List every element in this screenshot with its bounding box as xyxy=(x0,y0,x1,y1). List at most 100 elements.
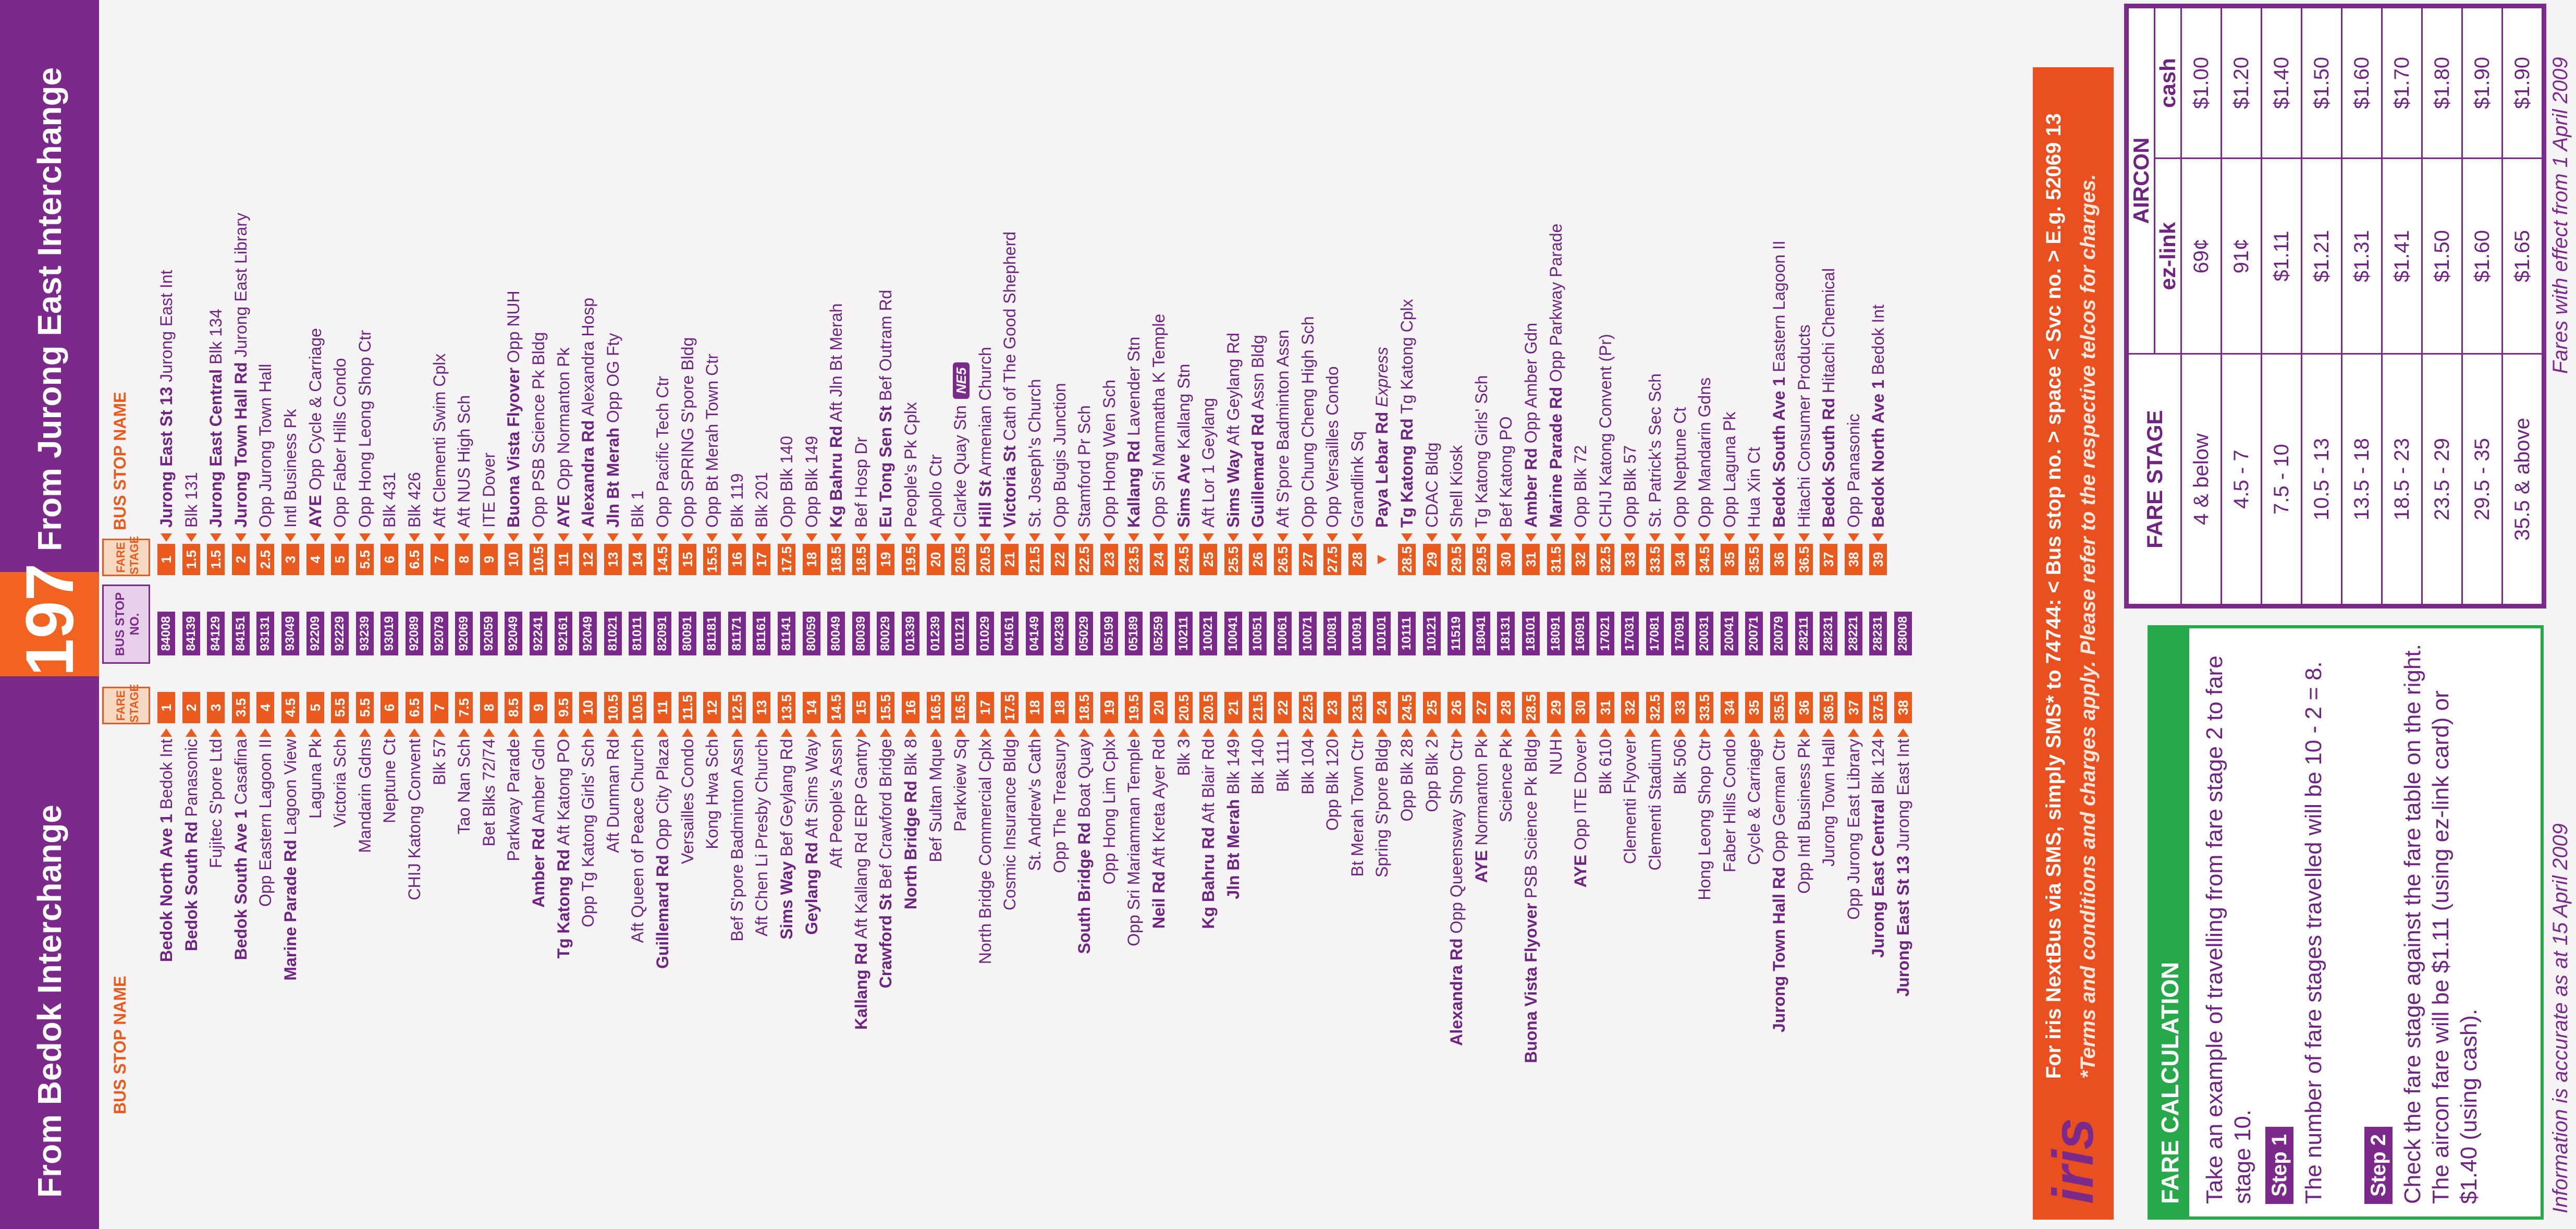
step2-text: Check the fare stage against the fare ta… xyxy=(2400,644,2482,1204)
stop-road: Bef Katong PO xyxy=(1496,416,1516,528)
stop-name: Apollo Ctr xyxy=(926,11,946,528)
right-arrow-icon xyxy=(681,533,693,542)
stop-name: Blk 431 xyxy=(379,11,399,528)
step2-badge: Step 2 xyxy=(2364,1126,2393,1204)
right-stop-row: 14.5 Opp Pacific Tech Ctr xyxy=(653,0,672,1229)
cash-header: cash xyxy=(2154,7,2181,159)
fare-ezlink-cell: $1.65 xyxy=(2502,158,2543,354)
right-bus-stop-name-caption: BUS STOP NAME xyxy=(111,392,129,530)
stop-road: Shell Kiosk xyxy=(1447,445,1466,528)
stop-landmark: Opp Cycle & Carriage xyxy=(305,328,325,491)
fare-stage-value: 17 xyxy=(753,544,771,575)
right-arrow-icon xyxy=(905,533,916,542)
stop-landmark: Kallang Stn xyxy=(1174,363,1193,449)
right-stop-row: 33 Opp Blk 57 xyxy=(1620,0,1640,1229)
stop-name: Sims Way Aft Geylang Rd xyxy=(1223,11,1243,528)
stop-road: Amber Rd xyxy=(1522,448,1540,528)
fare-ezlink-cell: $1.50 xyxy=(2422,158,2462,354)
fare-stage-value: 20.5 xyxy=(951,544,970,575)
fare-stage-value: 35 xyxy=(1720,544,1738,575)
right-stop-row: 31 Amber Rd Opp Amber Gdn xyxy=(1521,0,1541,1229)
right-arrow-icon xyxy=(1599,533,1611,542)
right-arrow-icon xyxy=(433,533,445,542)
fare-stage-value: 10.5 xyxy=(530,544,547,575)
fare-stage-value: 19 xyxy=(877,544,895,575)
fare-stage-value: 27 xyxy=(1298,544,1317,575)
fare-stage-value: ▼ xyxy=(1373,552,1391,567)
stop-road: Aft NUS High Sch xyxy=(455,395,474,528)
iris-logo: iris xyxy=(2041,1117,2105,1204)
fare-stage-value: 6 xyxy=(381,544,399,575)
right-arrow-icon xyxy=(929,533,941,542)
stop-road: Buona Vista Flyover xyxy=(504,367,523,528)
right-stop-row: 16 Blk 119 xyxy=(727,0,747,1229)
right-arrow-icon xyxy=(979,533,991,542)
fare-row: 4.5 - 7 91¢ $1.20 xyxy=(2221,7,2262,605)
stop-name: Opp Mandarin Gdns xyxy=(1695,11,1714,528)
stop-road: Opp Jurong Town Hall xyxy=(256,363,275,528)
left-fare-stage-caption: FARE STAGE xyxy=(102,684,150,724)
stop-name: Grandlink Sq xyxy=(1347,11,1367,528)
right-stop-row: 29 CDAC Bldg xyxy=(1422,0,1442,1229)
fare-cash-cell: $1.50 xyxy=(2301,7,2342,159)
stop-name: St. Patrick's Sec Sch xyxy=(1645,11,1665,528)
stop-road: St. Patrick's Sec Sch xyxy=(1646,373,1664,528)
stop-road: Opp Bt Merah Town Ctr xyxy=(703,354,722,528)
stop-name: Sims Ave Kallang Stn xyxy=(1174,11,1194,528)
fare-cash-cell: $1.80 xyxy=(2422,7,2462,159)
fare-stage-cell: 7.5 - 10 xyxy=(2261,354,2302,605)
fare-stage-value: 18.5 xyxy=(827,544,845,575)
stop-name: ITE Dover xyxy=(479,11,499,528)
stop-name: Victoria St Cath of The Good Shepherd xyxy=(1000,11,1020,528)
stop-landmark: Lavender Stn xyxy=(1124,336,1144,436)
right-stop-row: 25 Aft Lor 1 Geylang xyxy=(1198,0,1218,1229)
fare-stage-value: 23 xyxy=(1100,544,1118,575)
stop-road: Opp Blk 72 xyxy=(1571,445,1590,528)
right-arrow-icon xyxy=(1227,533,1239,542)
right-arrow-icon xyxy=(607,533,619,542)
right-stop-row: 35 Opp Laguna Pk xyxy=(1720,0,1739,1229)
stop-landmark: Opp Amber Gdn xyxy=(1522,322,1540,444)
stop-landmark: Express xyxy=(1372,347,1392,407)
fare-row: 23.5 - 29 $1.50 $1.80 xyxy=(2422,7,2462,605)
right-arrow-icon xyxy=(235,533,247,542)
stop-name: Opp Pacific Tech Ctr xyxy=(653,11,672,528)
stop-road: Blk 431 xyxy=(380,472,399,528)
right-arrow-icon xyxy=(1451,533,1463,542)
stop-name: Opp PSB Science Pk Bldg xyxy=(529,11,548,528)
fare-stage-value: 23.5 xyxy=(1125,544,1143,575)
fare-ezlink-cell: $1.60 xyxy=(2462,158,2503,354)
stop-landmark: Tg Katong Cplx xyxy=(1397,299,1416,414)
right-arrow-icon xyxy=(1203,533,1215,542)
right-stop-row: 18 Opp Blk 149 xyxy=(802,0,821,1229)
stop-road: Jurong Town Hall Rd xyxy=(231,362,250,528)
right-stop-row: 38 Opp Panasonic xyxy=(1844,0,1863,1229)
right-stop-row: 4 AYE Opp Cycle & Carriage xyxy=(305,0,325,1229)
stop-name: St. Joseph's Church xyxy=(1025,11,1045,528)
fare-stage-value: 25.5 xyxy=(1224,544,1242,575)
stop-landmark: Armenian Church xyxy=(975,347,995,477)
right-arrow-icon xyxy=(359,533,371,542)
stop-name: Opp SPRING S'pore Bldg xyxy=(678,11,697,528)
fare-stage-value: 26 xyxy=(1249,544,1267,575)
stop-name: Blk 1 xyxy=(628,11,647,528)
right-stop-row: 12 Alexandra Rd Alexandra Hosp xyxy=(578,0,598,1229)
stop-name: Jurong East Central Blk 134 xyxy=(206,11,226,528)
right-stop-row: 32 Opp Blk 72 xyxy=(1571,0,1590,1229)
right-stop-row: 11 AYE Opp Normanton Pk xyxy=(554,0,573,1229)
fare-stage-cell: 4 & below xyxy=(2181,354,2222,605)
right-arrow-icon xyxy=(1525,533,1537,542)
stop-road: Opp Hong Leong Shop Ctr xyxy=(355,330,374,528)
right-arrow-icon xyxy=(731,533,743,542)
fare-row: 13.5 - 18 $1.31 $1.60 xyxy=(2341,7,2382,605)
stop-name: Eu Tong Sen St Bef Outram Rd xyxy=(876,11,896,528)
stop-road: Opp Sri Manmatha K Temple xyxy=(1149,313,1168,528)
right-stop-row: 14 Blk 1 xyxy=(628,0,647,1229)
stop-name: Jurong East St 13 Jurong East Int xyxy=(1893,739,1913,1208)
stop-road: Jurong East St 13 xyxy=(1894,856,1912,997)
right-stop-row: 1.5 Blk 131 xyxy=(181,0,201,1229)
stop-name: Aft NUS High Sch xyxy=(454,11,474,528)
fare-stage-value: 21 xyxy=(1001,544,1019,575)
stop-road: Blk 119 xyxy=(727,473,746,528)
right-arrow-icon xyxy=(830,533,842,542)
